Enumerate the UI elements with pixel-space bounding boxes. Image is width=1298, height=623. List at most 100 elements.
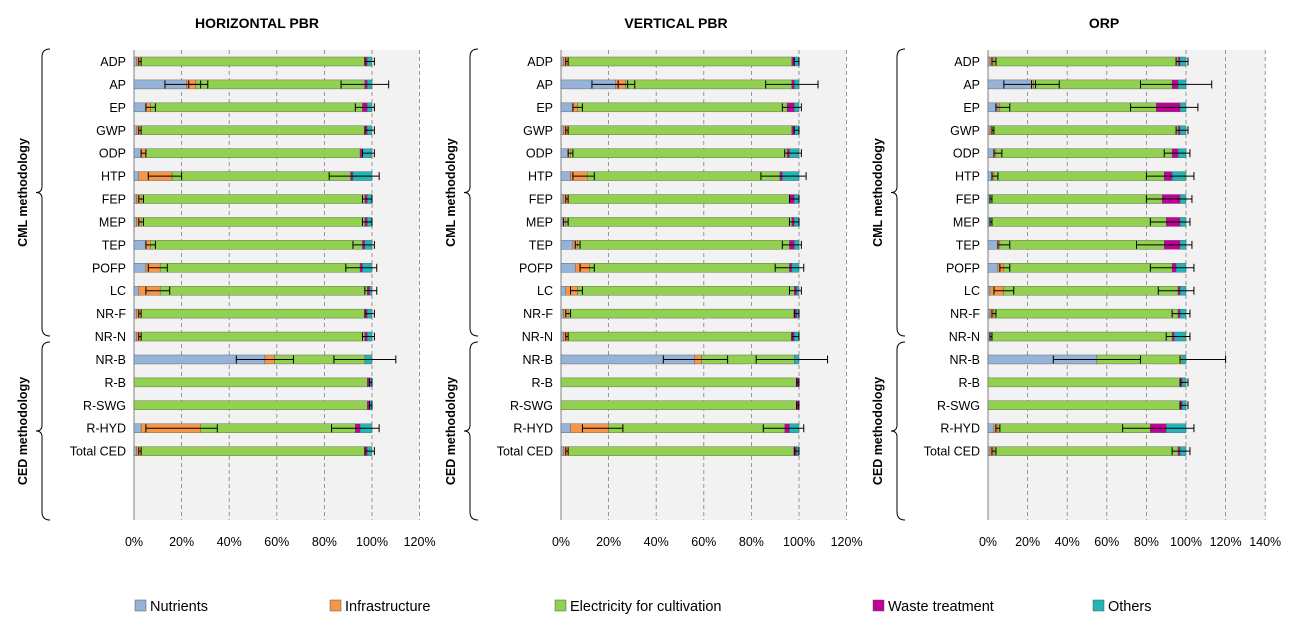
legend-label: Waste treatment <box>888 599 994 615</box>
category-label: TEP <box>102 238 126 252</box>
category-label: POFP <box>92 261 126 275</box>
category-label: ODP <box>99 147 126 161</box>
bar-segment-nutrients <box>987 240 999 250</box>
bar-segment-nutrients <box>560 56 564 67</box>
bar-segment-electricity-for-cultivation <box>987 400 1181 410</box>
x-tick-label: 100% <box>356 535 388 549</box>
bar-segment-electricity-for-cultivation <box>567 331 793 342</box>
bar-segment-nutrients <box>133 125 137 135</box>
category-label: ODP <box>953 147 980 161</box>
group-label: CML methodology <box>871 138 885 247</box>
bar-segment-nutrients <box>133 331 137 342</box>
bar-segment-electricity-for-cultivation <box>140 308 366 319</box>
bar-segment-electricity-for-cultivation <box>565 217 793 227</box>
bar-segment-electricity-for-cultivation <box>140 125 366 135</box>
x-tick-label: 120% <box>831 535 863 549</box>
x-tick-label: 80% <box>1134 535 1159 549</box>
category-label: NR-B <box>95 353 126 367</box>
bar-segment-nutrients <box>560 148 569 158</box>
bar-segment-electricity-for-cultivation <box>133 400 368 410</box>
bar-segment-electricity-for-cultivation <box>567 308 795 319</box>
category-label: MEP <box>99 215 126 229</box>
bar-segment-electricity-for-cultivation <box>560 377 797 388</box>
category-label: R-SWG <box>510 399 553 413</box>
bar-segment-electricity-for-cultivation <box>140 56 366 67</box>
x-tick-label: 120% <box>404 535 436 549</box>
legend-swatch <box>1092 599 1105 612</box>
bar-segment-nutrients <box>133 263 147 273</box>
category-label: Total CED <box>924 445 980 459</box>
category-label: NR-F <box>950 307 980 321</box>
x-tick-label: 40% <box>644 535 669 549</box>
category-label: TEP <box>956 238 980 252</box>
category-label: AP <box>963 78 980 92</box>
bar-segment-nutrients <box>987 308 991 319</box>
x-tick-label: 0% <box>552 535 570 549</box>
chart-title: VERTICAL PBR <box>624 15 727 31</box>
bar-segment-nutrients <box>133 446 137 456</box>
legend-swatch <box>554 599 567 612</box>
category-label: R-B <box>531 376 553 390</box>
group-label: CED methodology <box>444 377 458 485</box>
category-label: R-HYD <box>86 422 126 436</box>
category-label: LC <box>964 284 980 298</box>
category-label: LC <box>537 284 553 298</box>
legend-label: Others <box>1108 599 1152 615</box>
category-label: FEP <box>529 193 553 207</box>
x-tick-label: 0% <box>125 535 143 549</box>
legend-label: Nutrients <box>150 599 208 615</box>
bar-segment-nutrients <box>133 286 139 296</box>
bar-segment-nutrients <box>560 194 564 204</box>
bar-segment-electricity-for-cultivation <box>171 171 351 181</box>
group-label: CML methodology <box>444 138 458 247</box>
bar-segment-electricity-for-cultivation <box>140 331 366 342</box>
bar-segment-electricity-for-cultivation <box>995 148 1173 158</box>
bar-segment-electricity-for-cultivation <box>586 171 781 181</box>
category-label: ADP <box>100 55 126 69</box>
bar-segment-nutrients <box>560 102 574 113</box>
category-label: R-HYD <box>513 422 553 436</box>
category-label: NR-N <box>949 330 980 344</box>
bar-segment-electricity-for-cultivation <box>570 148 788 158</box>
category-label: POFP <box>946 261 980 275</box>
legend-label: Electricity for cultivation <box>570 599 722 615</box>
bar-segment-nutrients <box>560 308 564 319</box>
bar-segment-nutrients <box>560 240 574 250</box>
legend-swatch <box>872 599 885 612</box>
x-tick-label: 80% <box>739 535 764 549</box>
bar-segment-electricity-for-cultivation <box>993 171 1165 181</box>
bar-segment-electricity-for-cultivation <box>133 377 368 388</box>
bar-segment-electricity-for-cultivation <box>589 263 790 273</box>
x-tick-label: 20% <box>596 535 621 549</box>
category-label: R-B <box>104 376 126 390</box>
bar-segment-electricity-for-cultivation <box>150 240 363 250</box>
category-label: GWP <box>523 124 553 138</box>
category-label: HTP <box>955 170 980 184</box>
category-label: NR-N <box>95 330 126 344</box>
category-label: EP <box>109 101 126 115</box>
legend-swatch <box>329 599 342 612</box>
bar-segment-electricity-for-cultivation <box>140 446 366 456</box>
bar-segment-electricity-for-cultivation <box>145 148 361 158</box>
category-label: MEP <box>526 215 553 229</box>
chart-title: ORP <box>1089 15 1119 31</box>
bar-segment-nutrients <box>560 263 576 273</box>
category-label: HTP <box>101 170 126 184</box>
bar-segment-nutrients <box>560 423 571 433</box>
bar-segment-electricity-for-cultivation <box>159 263 361 273</box>
group-label: CML methodology <box>16 138 30 247</box>
bar-segment-electricity-for-cultivation <box>195 79 366 90</box>
category-label: EP <box>536 101 553 115</box>
bar-segment-nutrients <box>560 331 564 342</box>
bar-segment-electricity-for-cultivation <box>608 423 785 433</box>
bar-segment-nutrients <box>133 102 147 113</box>
group-brace <box>35 341 51 521</box>
bar-segment-electricity-for-cultivation <box>567 446 795 456</box>
bar-segment-electricity-for-cultivation <box>577 240 790 250</box>
category-label: NR-F <box>96 307 126 321</box>
category-label: TEP <box>529 238 553 252</box>
x-tick-label: 120% <box>1210 535 1242 549</box>
category-label: FEP <box>956 193 980 207</box>
bar-segment-nutrients <box>133 240 147 250</box>
